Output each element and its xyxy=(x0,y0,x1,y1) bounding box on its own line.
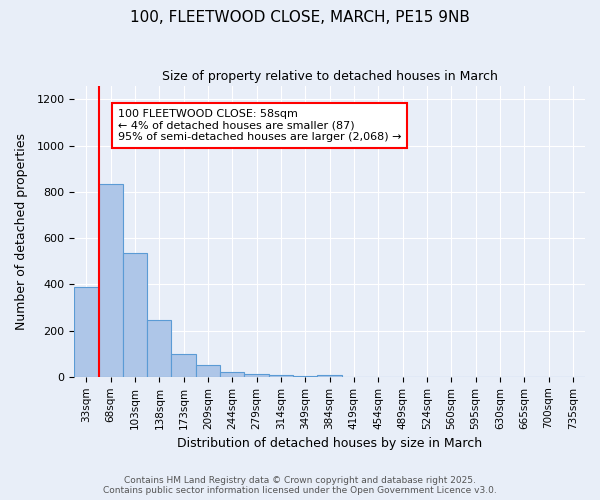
Text: Contains HM Land Registry data © Crown copyright and database right 2025.
Contai: Contains HM Land Registry data © Crown c… xyxy=(103,476,497,495)
Bar xyxy=(269,374,293,377)
Bar xyxy=(123,253,147,377)
Text: 100 FLEETWOOD CLOSE: 58sqm
← 4% of detached houses are smaller (87)
95% of semi-: 100 FLEETWOOD CLOSE: 58sqm ← 4% of detac… xyxy=(118,109,401,142)
Bar xyxy=(98,184,123,377)
Y-axis label: Number of detached properties: Number of detached properties xyxy=(15,132,28,330)
X-axis label: Distribution of detached houses by size in March: Distribution of detached houses by size … xyxy=(177,437,482,450)
Bar xyxy=(196,365,220,377)
Text: 100, FLEETWOOD CLOSE, MARCH, PE15 9NB: 100, FLEETWOOD CLOSE, MARCH, PE15 9NB xyxy=(130,10,470,25)
Title: Size of property relative to detached houses in March: Size of property relative to detached ho… xyxy=(161,70,497,83)
Bar xyxy=(244,374,269,377)
Bar xyxy=(147,320,172,377)
Bar xyxy=(317,375,342,377)
Bar xyxy=(293,376,317,377)
Bar xyxy=(220,372,244,377)
Bar xyxy=(74,286,98,377)
Bar xyxy=(172,354,196,377)
